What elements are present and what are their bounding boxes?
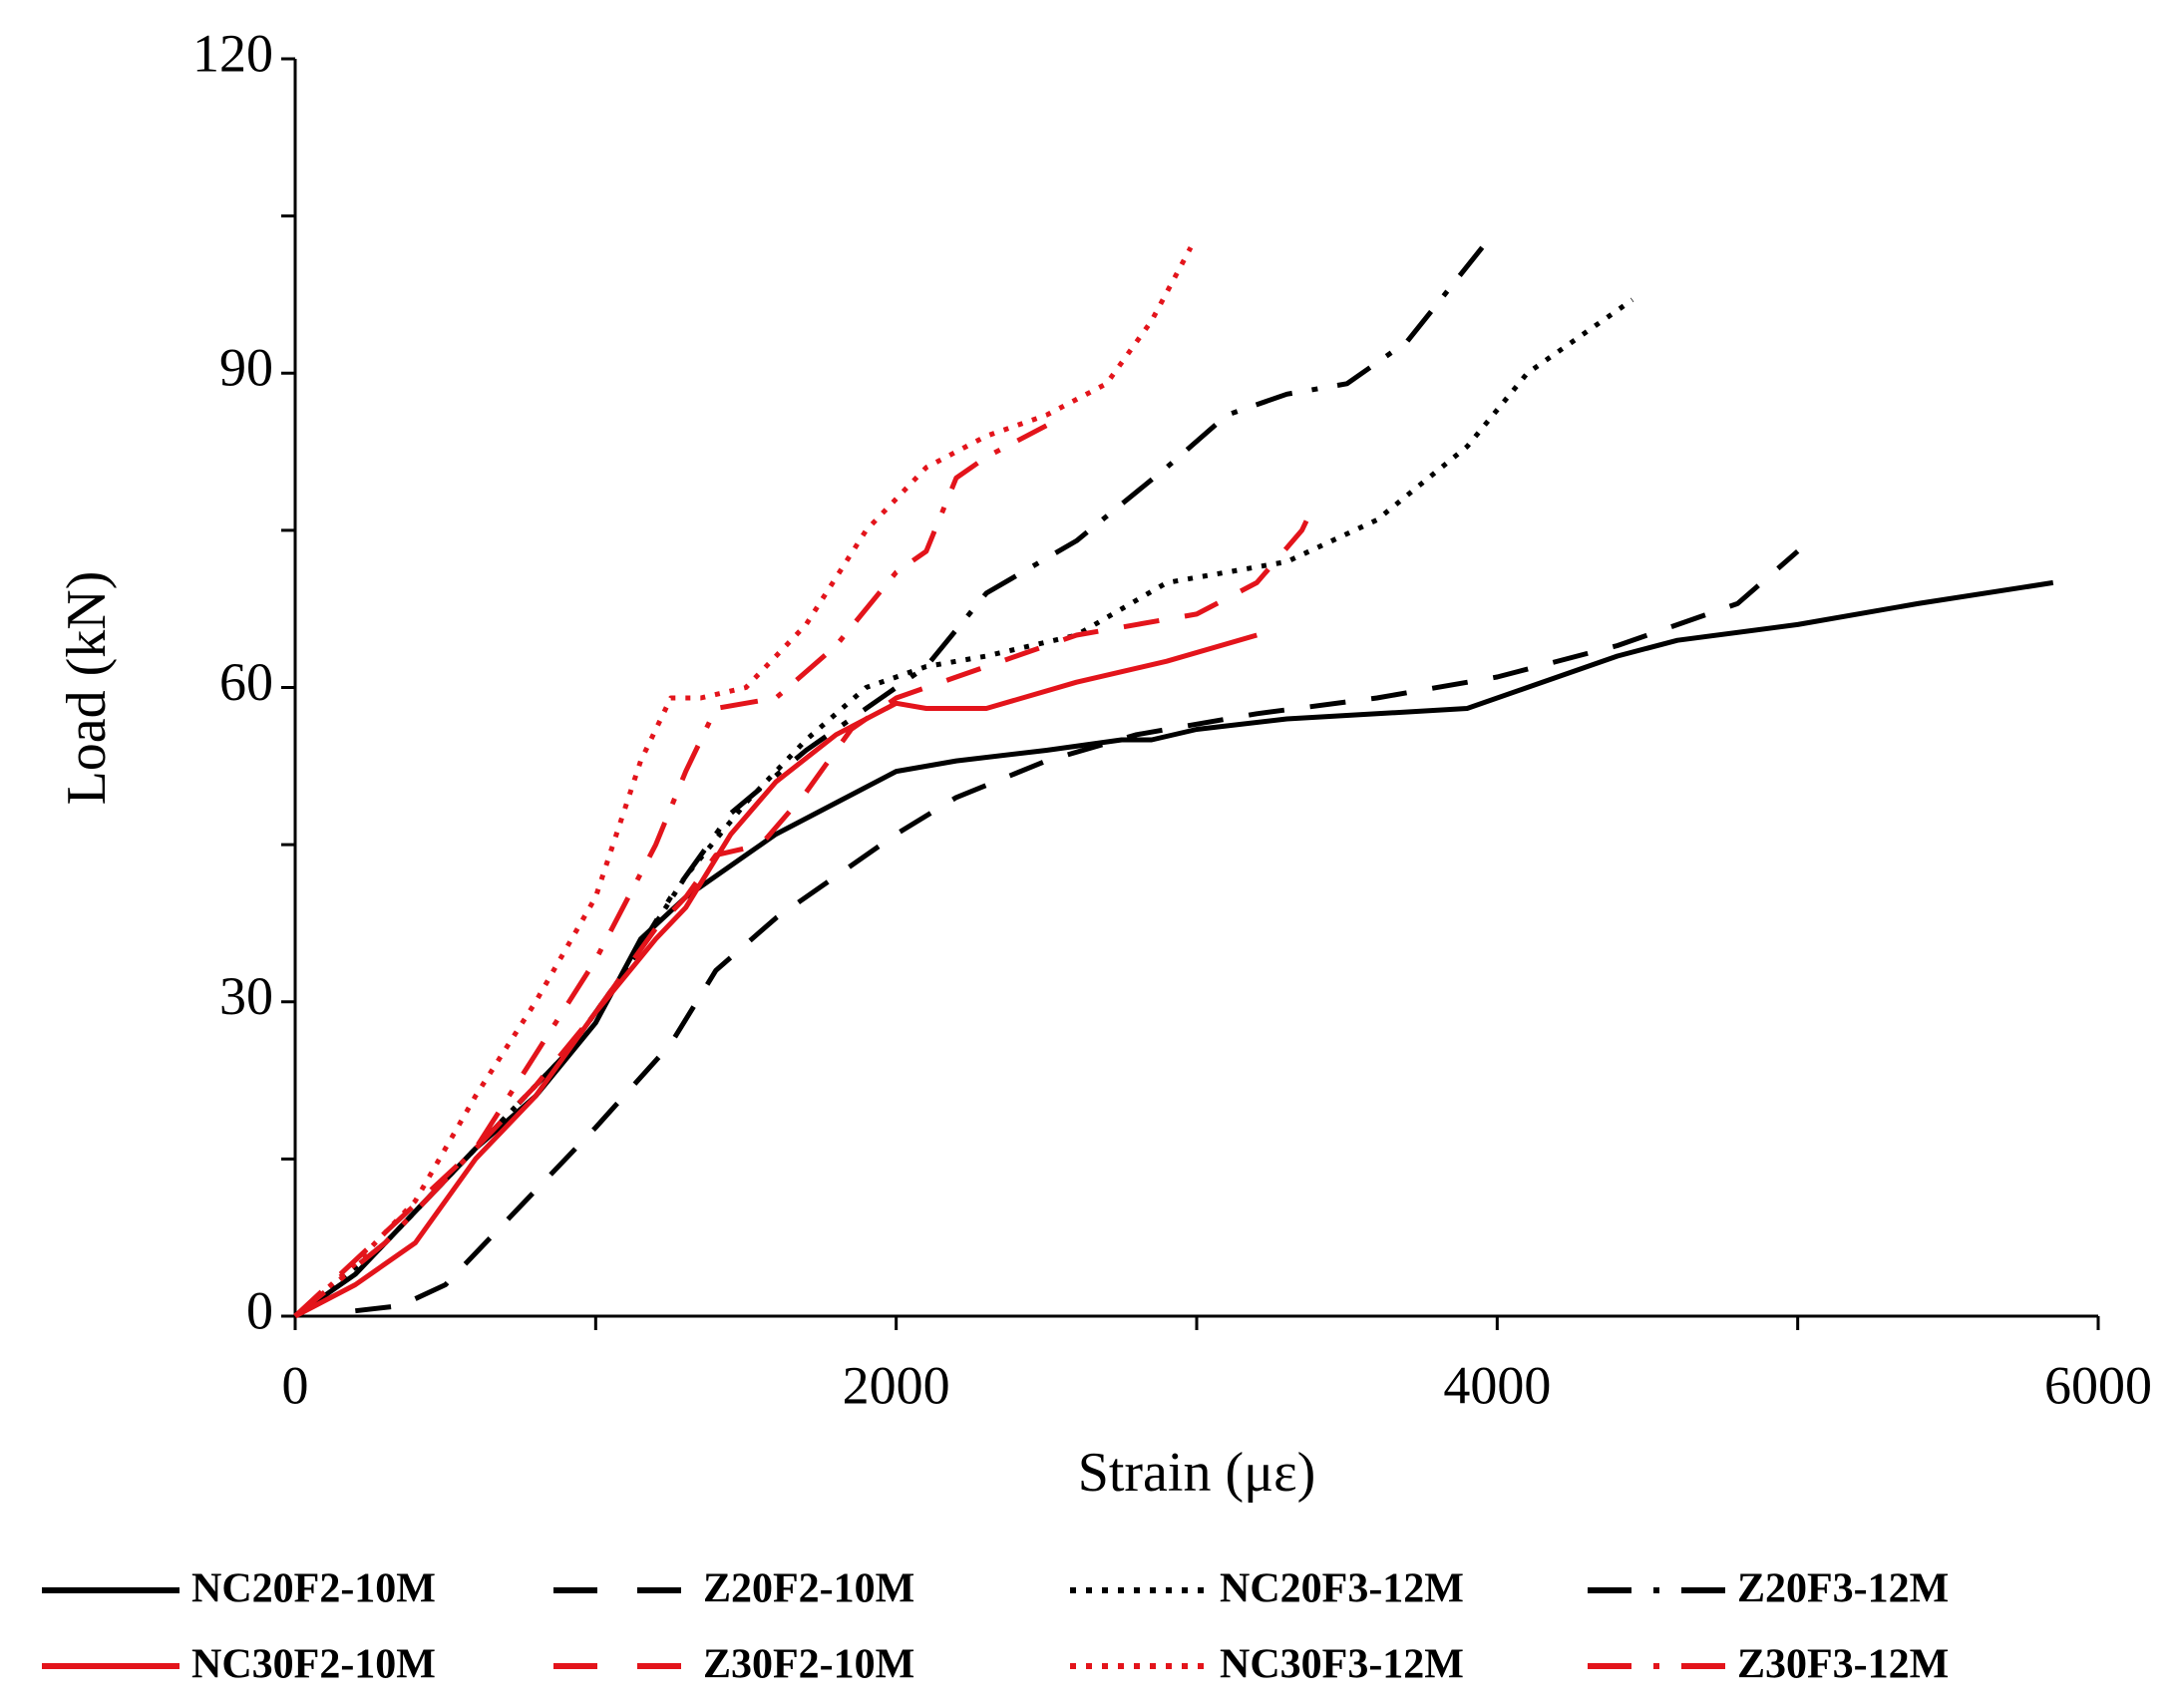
x-axis-label: Strain (με)	[1078, 1442, 1316, 1504]
x-tick-label: 4000	[1443, 1355, 1551, 1415]
legend-label: Z30F3-12M	[1737, 1642, 1949, 1688]
y-tick-label: 60	[219, 652, 273, 712]
y-tick-label: 30	[219, 966, 273, 1026]
legend-label: Z20F3-12M	[1737, 1566, 1949, 1612]
series-line	[293, 246, 1194, 1318]
y-axis-label: Load (kN)	[56, 571, 118, 806]
x-tick-label: 6000	[2044, 1355, 2152, 1415]
legend-label: Z20F2-10M	[703, 1566, 914, 1612]
series-line	[293, 297, 1634, 1318]
y-tick-label: 120	[192, 23, 273, 83]
series-line	[293, 579, 2054, 1319]
x-tick-label: 0	[282, 1355, 309, 1415]
y-tick-label: 90	[219, 338, 273, 398]
y-tick-label: 0	[246, 1280, 273, 1340]
series-line	[293, 423, 1048, 1318]
legend-label: NC20F3-12M	[1220, 1566, 1464, 1612]
x-tick-label: 2000	[843, 1355, 950, 1415]
legend-label: NC30F2-10M	[191, 1642, 436, 1688]
series-line	[293, 632, 1258, 1319]
series-line	[355, 549, 1800, 1314]
series-line	[293, 245, 1485, 1318]
legend-label: Z30F2-10M	[703, 1642, 914, 1688]
legend-label: NC30F3-12M	[1220, 1642, 1464, 1688]
legend-label: NC20F2-10M	[191, 1566, 436, 1612]
series-line	[293, 498, 1319, 1318]
